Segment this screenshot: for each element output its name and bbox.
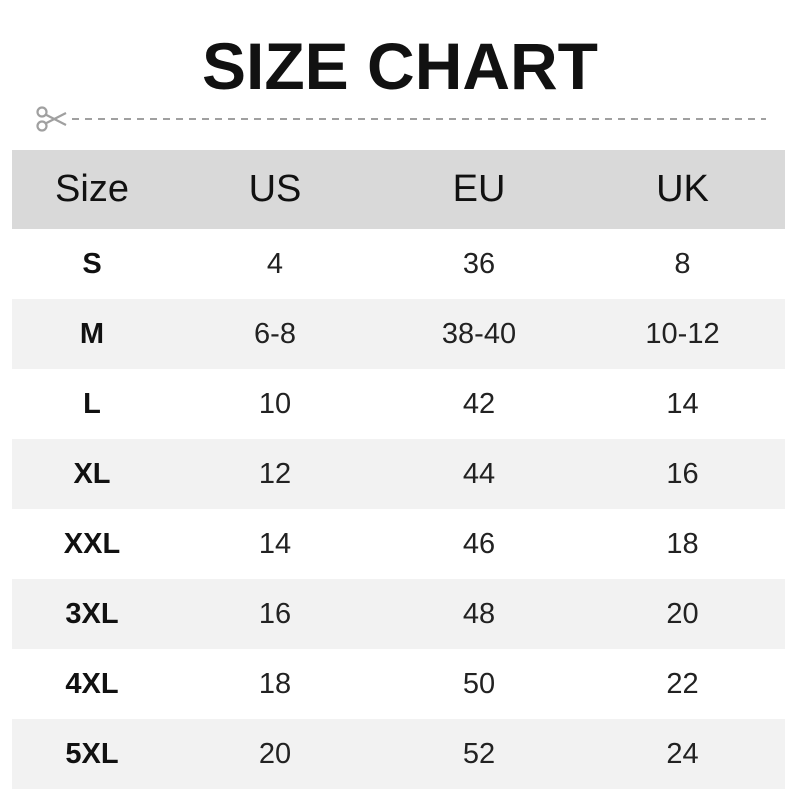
cell-eu: 46 [462, 527, 496, 560]
table-row: XL 12 44 16 [12, 439, 785, 509]
cut-line [36, 106, 766, 132]
cell-us: 16 [258, 597, 292, 630]
cell-size: XXL [63, 527, 121, 560]
cell-eu: 44 [462, 457, 496, 490]
header-us: US [248, 168, 302, 210]
cell-us: 6-8 [254, 317, 296, 350]
cell-size: 3XL [65, 597, 119, 630]
cell-us: 14 [258, 527, 292, 560]
table-header-row: Size US EU UK [12, 150, 785, 229]
cell-size: S [82, 247, 102, 280]
cell-eu: 48 [462, 597, 496, 630]
cell-uk: 22 [666, 667, 699, 700]
table-row: S 4 36 8 [12, 229, 785, 299]
cell-size: L [83, 387, 101, 420]
table-row: M 6-8 38-40 10-12 [12, 299, 785, 369]
header-size: Size [55, 168, 129, 210]
cell-size: 5XL [65, 737, 119, 770]
cell-eu: 36 [462, 247, 496, 280]
cell-uk: 18 [666, 527, 699, 560]
table-row: XXL 14 46 18 [12, 509, 785, 579]
table-row: 4XL 18 50 22 [12, 649, 785, 719]
cell-size: 4XL [65, 667, 119, 700]
table-row: 3XL 16 48 20 [12, 579, 785, 649]
table-row: L 10 42 14 [12, 369, 785, 439]
cell-size: M [79, 317, 105, 350]
cell-us: 20 [258, 737, 292, 770]
cell-uk: 8 [674, 247, 691, 280]
cell-uk: 16 [666, 457, 699, 490]
cell-size: XL [73, 457, 111, 490]
cell-us: 12 [258, 457, 292, 490]
cell-uk: 14 [666, 387, 699, 420]
size-table: Size US EU UK S 4 36 8 M 6-8 38-40 10-12 L 10 42 14… [12, 150, 785, 789]
header-eu: EU [452, 168, 506, 210]
cell-eu: 50 [462, 667, 496, 700]
table-row: 5XL 20 52 24 [12, 719, 785, 789]
cell-eu: 42 [462, 387, 496, 420]
cell-us: 10 [258, 387, 292, 420]
cell-uk: 24 [666, 737, 699, 770]
cell-uk: 20 [666, 597, 699, 630]
cell-eu: 52 [462, 737, 496, 770]
cell-us: 18 [258, 667, 292, 700]
page-title: SIZE CHART [202, 29, 598, 103]
header-uk: UK [656, 168, 709, 210]
cell-us: 4 [266, 247, 284, 280]
cell-uk: 10-12 [645, 317, 720, 350]
scissors-icon [36, 106, 67, 132]
cell-eu: 38-40 [441, 317, 517, 350]
